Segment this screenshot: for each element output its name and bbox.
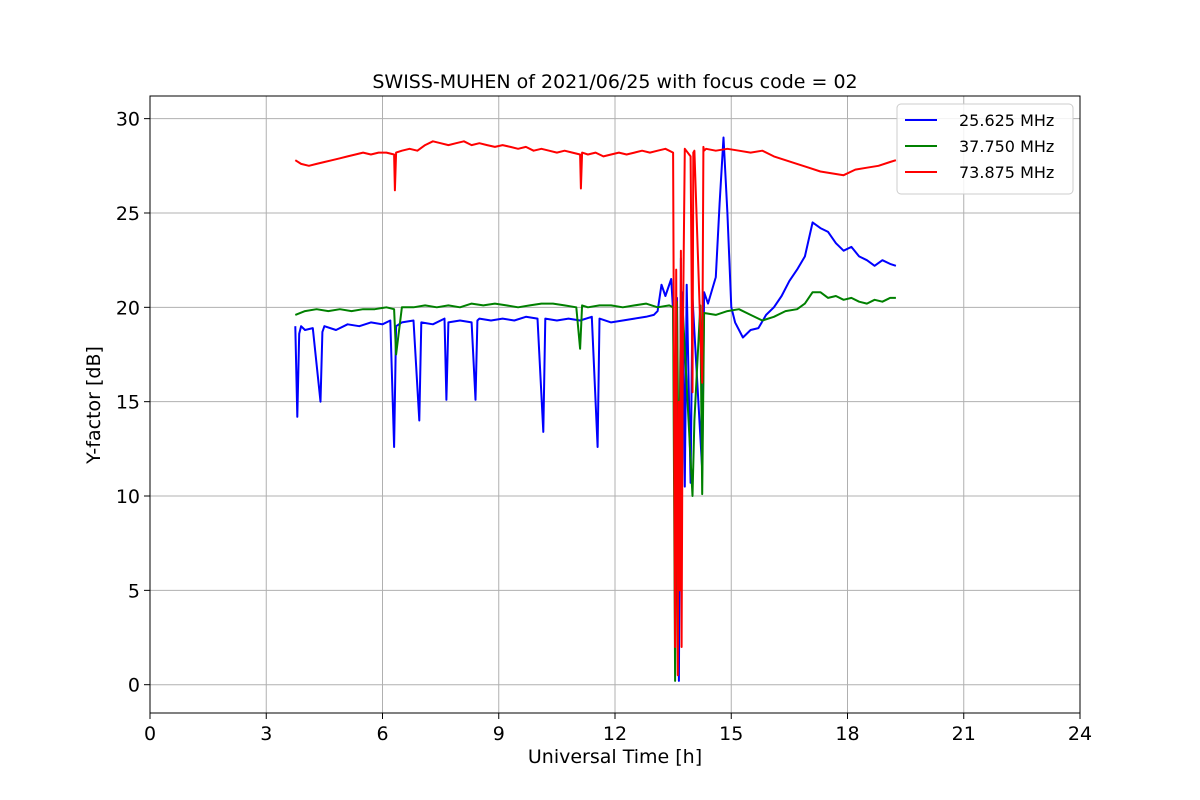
x-tick-label: 12 (603, 723, 627, 745)
x-tick-label: 6 (376, 723, 388, 745)
x-tick-label: 9 (493, 723, 505, 745)
legend-label: 37.750 MHz (959, 137, 1054, 156)
series-line-3 (294, 140, 897, 677)
y-tick-label: 5 (128, 580, 140, 602)
x-tick-label: 21 (952, 723, 976, 745)
x-axis-title: Universal Time [h] (528, 746, 702, 768)
chart-title: SWISS-MUHEN of 2021/06/25 with focus cod… (372, 71, 857, 93)
y-tick-label: 25 (116, 203, 140, 225)
legend: 25.625 MHz 37.750 MHz 73.875 MHz (896, 103, 1074, 195)
y-tick-label: 20 (116, 297, 140, 319)
y-axis-title: Y-factor [dB] (83, 346, 105, 465)
legend-label: 73.875 MHz (959, 163, 1054, 182)
x-tick-label: 18 (835, 723, 859, 745)
x-tick-label: 0 (144, 723, 156, 745)
y-tick-label: 10 (116, 486, 140, 508)
legend-label: 25.625 MHz (959, 111, 1054, 130)
y-tick-label: 30 (116, 109, 140, 131)
x-tick-label: 15 (719, 723, 743, 745)
y-tick-label: 0 (128, 675, 140, 697)
series-line-2 (294, 291, 896, 682)
legend-box (896, 103, 1074, 195)
series-line-1 (294, 136, 897, 682)
x-tick-label: 3 (260, 723, 272, 745)
y-tick-label: 15 (116, 392, 140, 414)
x-tick-label: 24 (1068, 723, 1092, 745)
series-group (294, 136, 897, 682)
ticks: 0 3 6 9 12 15 18 21 24 0 5 10 15 20 25 30 (116, 109, 1092, 745)
